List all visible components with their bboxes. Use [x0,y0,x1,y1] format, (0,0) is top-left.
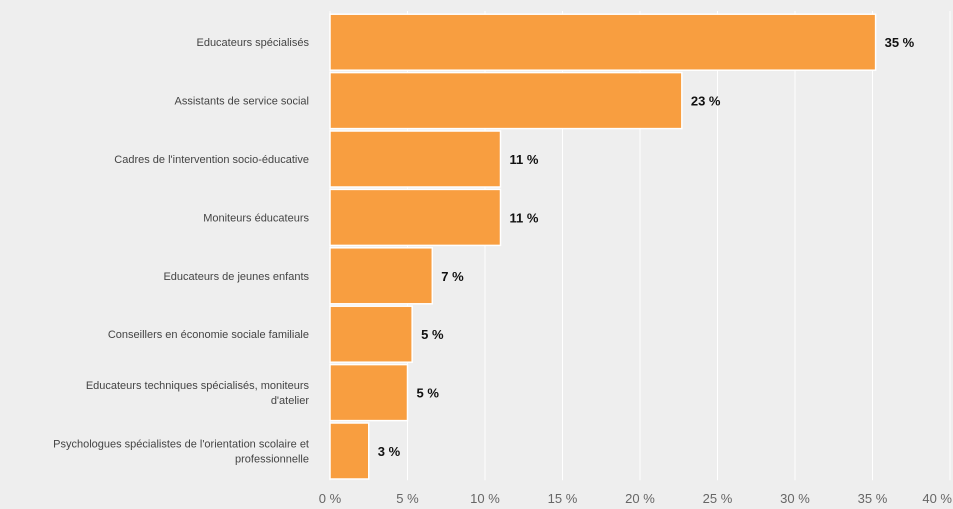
data-label: 35 % [885,35,915,50]
data-label: 5 % [421,327,444,342]
bar [329,71,683,130]
x-tick-label: 25 % [703,491,733,506]
category-label-line: Moniteurs éducateurs [203,212,309,224]
category-label: Conseillers en économie sociale familial… [108,329,309,341]
category-labels: Educateurs spécialisés Assistants de serv… [53,37,309,465]
data-label: 11 % [510,210,539,225]
category-label-line: Educateurs techniques spécialisés, monit… [86,380,310,392]
category-label-line: Psychologues spécialistes de l'orientati… [53,439,309,451]
bar [329,13,877,71]
x-tick-label: 40 % [922,491,952,506]
x-tick-label: 35 % [858,491,888,506]
category-label-line: Cadres de l'intervention socio-éducative [114,154,309,166]
bar [329,130,502,188]
data-label: 7 % [441,269,464,284]
category-label-line: Educateurs de jeunes enfants [163,271,309,283]
category-label: Educateurs de jeunes enfants [163,271,309,283]
category-label: Educateurs spécialisés [196,37,309,49]
bars [329,13,877,480]
category-label-line: Assistants de service social [175,96,310,108]
bar [329,305,413,363]
bar [329,422,370,480]
data-labels: 35 % 23 % 11 % 11 % 7 % 5 % 5 % 3 % [378,35,915,459]
data-label: 11 % [510,152,539,167]
category-label-line: Conseillers en économie sociale familial… [108,329,309,341]
x-tick-label: 20 % [625,491,655,506]
category-label: Cadres de l'intervention socio-éducative [114,154,309,166]
category-label-line: Educateurs spécialisés [196,37,309,49]
x-tick-label: 15 % [548,491,578,506]
bar [329,247,434,305]
category-label: Educateurs techniques spécialisés, monit… [86,380,310,407]
category-label: Assistants de service social [175,96,310,108]
x-tick-label: 5 % [396,491,419,506]
category-label: Moniteurs éducateurs [203,212,309,224]
bar [329,363,409,422]
bar [329,188,502,247]
x-tick-label: 30 % [780,491,810,506]
data-label: 23 % [691,94,721,109]
data-label: 5 % [417,386,440,401]
data-label: 3 % [378,444,401,459]
x-axis-tick-labels: 0 % 5 % 10 % 15 % 20 % 25 % 30 % 35 % 40 % [319,491,953,506]
category-label-line: professionnelle [235,454,309,466]
x-tick-label: 0 % [319,491,342,506]
category-label-line: d'atelier [271,395,310,407]
category-label: Psychologues spécialistes de l'orientati… [53,439,309,466]
x-tick-label: 10 % [470,491,500,506]
